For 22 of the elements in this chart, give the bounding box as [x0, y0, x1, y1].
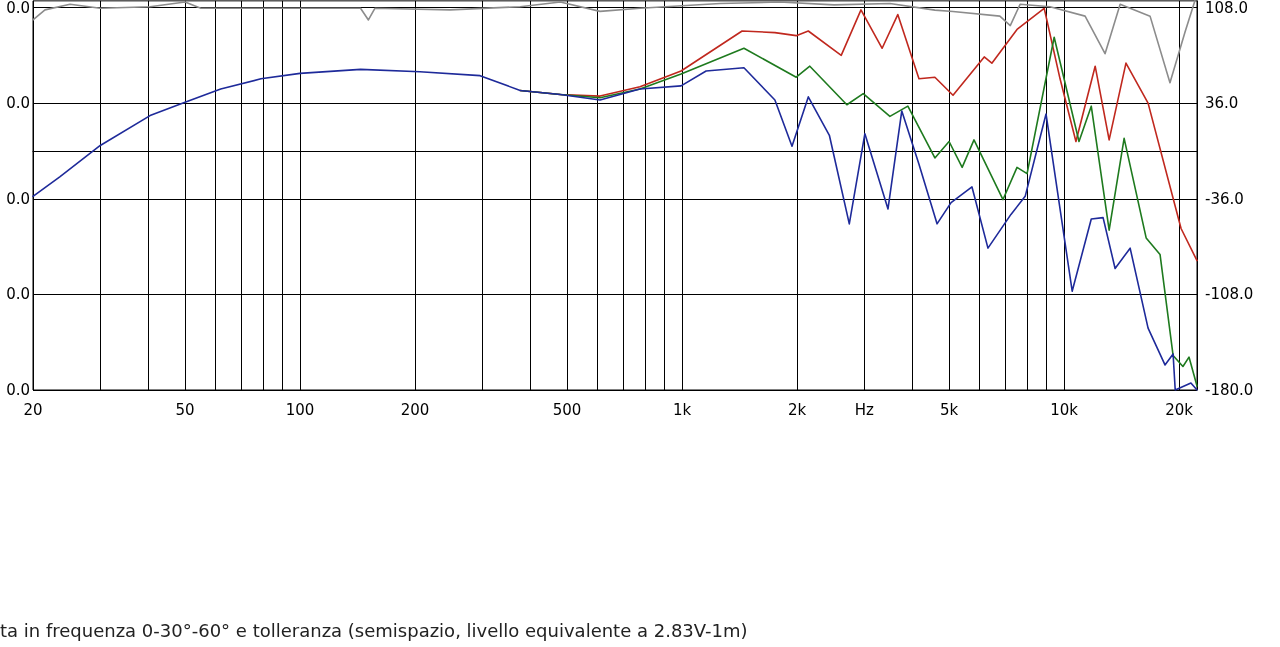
text: 0.0 — [6, 94, 30, 113]
y-tick-label: 108.0 — [1205, 0, 1248, 17]
y-tick-label: 36.0 — [1205, 94, 1239, 113]
text: 0.0 — [6, 381, 30, 399]
text: 0.0 — [6, 285, 30, 304]
x-tick-label: Hz — [854, 400, 875, 419]
text: 0.0 — [6, 189, 30, 208]
text: ta in frequenza 0-30°-60° e tolleranza (semispazio, livello equivalente a 2.83V-1m) — [0, 620, 748, 641]
x-tick-label: 200 — [400, 400, 430, 419]
text: 0.0 — [6, 0, 30, 17]
x-tick-label: 20k — [1165, 400, 1194, 419]
y-tick-label: -180.0 — [1205, 381, 1254, 399]
x-tick-label: 20 — [23, 400, 43, 419]
x-tick-label: 10k — [1050, 400, 1079, 419]
x-tick-label: 1k — [672, 400, 692, 419]
x-tick-label: 100 — [285, 400, 315, 419]
x-tick-label: 50 — [175, 400, 195, 419]
x-tick-label: 500 — [552, 400, 582, 419]
y-tick-label: -36.0 — [1205, 189, 1244, 208]
x-tick-label: 5k — [939, 400, 959, 419]
y-tick-label: -108.0 — [1205, 285, 1254, 304]
x-tick-label: 2k — [787, 400, 807, 419]
